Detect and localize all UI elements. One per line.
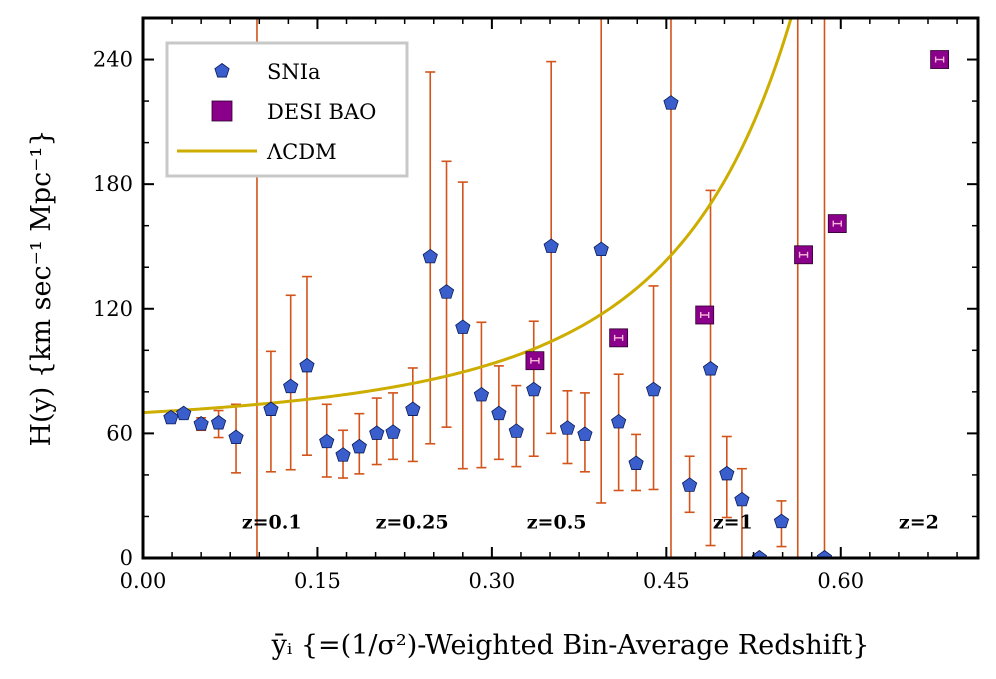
lcdm-curve — [143, 18, 793, 415]
legend-box — [165, 41, 409, 178]
snia-point — [193, 416, 209, 431]
legend-label: SNIa — [267, 60, 321, 84]
x-tick-label: 0.60 — [817, 569, 864, 593]
snia-point — [438, 284, 455, 299]
legend: SNIa DESI BAO ΛCDM — [165, 41, 409, 178]
snia-point — [351, 438, 367, 454]
snia-point — [405, 401, 421, 416]
snia-point — [816, 550, 833, 558]
snia-point — [681, 477, 698, 492]
snia-point — [210, 415, 227, 430]
redshift-label: z=0.1 — [242, 512, 302, 534]
legend-desi-marker — [211, 100, 233, 122]
snia-point — [663, 95, 679, 110]
snia-point — [577, 426, 593, 441]
snia-point — [455, 319, 471, 334]
y-axis-label: H(y) {km sec⁻¹ Mpc⁻¹} — [26, 129, 57, 446]
legend-label: ΛCDM — [266, 140, 337, 164]
x-tick-label: 0.00 — [120, 569, 167, 593]
snia-point — [335, 447, 351, 462]
redshift-label: z=2 — [899, 512, 939, 534]
snia-point — [773, 513, 790, 529]
x-tick-label: 0.45 — [643, 569, 690, 593]
y-tick-label: 240 — [93, 48, 133, 72]
snia-point — [593, 241, 609, 257]
snia-point — [526, 381, 542, 397]
snia-point — [422, 248, 438, 264]
legend-snia-marker — [214, 63, 230, 78]
snia-point — [369, 425, 385, 440]
legend-label: DESI BAO — [267, 100, 376, 124]
snia-point — [734, 491, 750, 507]
snia-point — [473, 386, 490, 402]
plot-frame — [141, 16, 980, 560]
snia-point — [611, 413, 627, 429]
snia-point — [163, 409, 179, 425]
snia-point — [299, 357, 315, 373]
markers — [163, 50, 950, 558]
snia-point — [543, 238, 559, 253]
snia-point — [319, 433, 335, 449]
snia-point — [719, 465, 735, 481]
tick-labels: 0.00 0.15 0.30 0.45 0.60 0 60 120 180 240 — [93, 48, 864, 593]
y-tick-label: 180 — [93, 172, 133, 196]
snia-point — [228, 429, 244, 445]
snia-point — [263, 401, 279, 416]
snia-point — [628, 455, 644, 470]
snia-point — [645, 381, 662, 397]
model-curve — [143, 18, 793, 415]
x-tick-label: 0.15 — [294, 569, 341, 593]
redshift-label: z=0.5 — [527, 512, 587, 534]
x-tick-label: 0.30 — [469, 569, 516, 593]
redshift-annotations: z=0.1 z=0.25 z=0.5 z=1 z=2 — [242, 512, 939, 534]
snia-point — [283, 378, 299, 394]
snia-point — [702, 361, 719, 376]
snia-point — [176, 405, 192, 421]
snia-point — [559, 420, 576, 435]
snia-point — [385, 424, 401, 439]
snia-point — [508, 423, 524, 438]
y-tick-label: 60 — [106, 421, 133, 445]
x-axis-label: ȳᵢ {=(1/σ²)-Weighted Bin-Average Redshif… — [271, 630, 870, 661]
redshift-label: z=1 — [713, 512, 753, 534]
snia-point — [491, 405, 507, 421]
y-tick-label: 120 — [93, 297, 133, 321]
redshift-label: z=0.25 — [376, 512, 449, 534]
y-tick-label: 0 — [120, 546, 133, 570]
